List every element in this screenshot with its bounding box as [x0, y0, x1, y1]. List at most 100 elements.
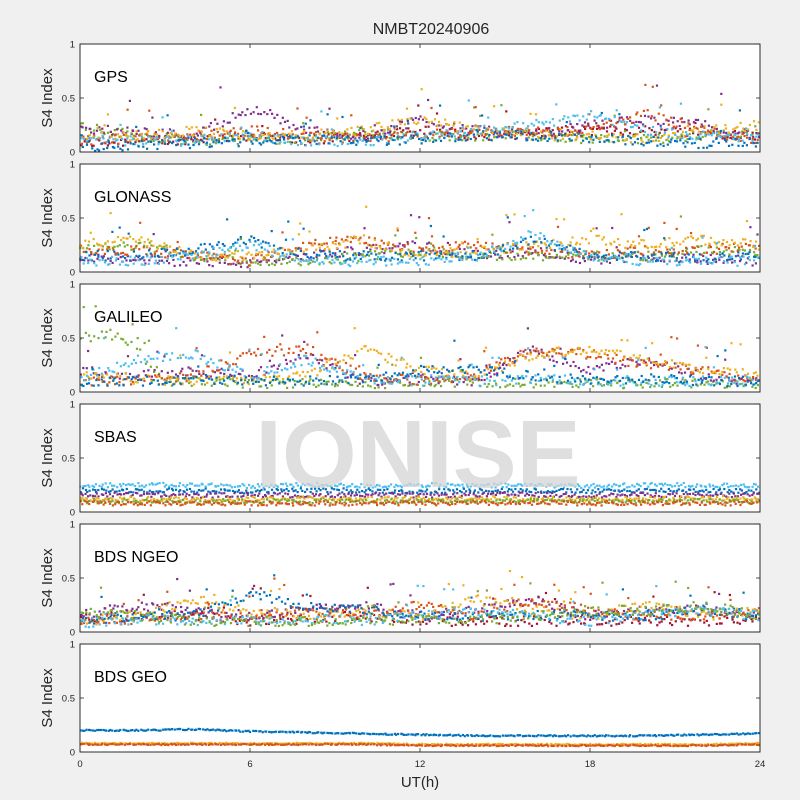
- data-point: [487, 116, 490, 119]
- data-point: [465, 251, 468, 254]
- data-point: [757, 134, 760, 137]
- data-point: [248, 238, 251, 241]
- data-point: [432, 244, 435, 247]
- data-point: [372, 243, 375, 247]
- data-point: [489, 255, 493, 258]
- data-point: [404, 375, 407, 378]
- data-point: [270, 134, 273, 138]
- data-point: [424, 376, 427, 379]
- data-point: [639, 257, 642, 260]
- data-point: [268, 139, 271, 142]
- data-point: [466, 138, 469, 141]
- data-point: [741, 139, 744, 142]
- data-point: [585, 118, 588, 121]
- data-point: [233, 375, 236, 378]
- data-point: [235, 377, 238, 380]
- data-point: [634, 245, 637, 248]
- data-point: [698, 253, 701, 256]
- data-point: [274, 137, 277, 140]
- data-point: [98, 126, 101, 129]
- data-point: [535, 132, 538, 135]
- data-point: [650, 245, 653, 248]
- data-point: [561, 256, 564, 259]
- data-point: [488, 371, 491, 374]
- data-point: [265, 371, 268, 374]
- data-point: [663, 133, 666, 136]
- data-point: [723, 376, 726, 379]
- data-point: [289, 252, 292, 255]
- data-point: [273, 142, 276, 145]
- data-point: [695, 239, 698, 242]
- data-point: [548, 246, 552, 249]
- data-point: [432, 134, 435, 137]
- data-point: [577, 386, 580, 389]
- data-point: [246, 108, 249, 111]
- data-point: [675, 257, 678, 260]
- data-point: [286, 368, 289, 371]
- data-point: [711, 132, 715, 135]
- data-point: [707, 246, 710, 249]
- data-point: [367, 384, 370, 387]
- data-point: [373, 387, 376, 390]
- data-point: [568, 137, 571, 140]
- data-point: [189, 259, 192, 262]
- data-point: [308, 382, 311, 385]
- data-point: [672, 248, 675, 251]
- data-point: [228, 250, 231, 253]
- data-point: [384, 249, 387, 252]
- data-point: [501, 371, 504, 374]
- data-point: [118, 226, 121, 229]
- data-point: [374, 377, 377, 380]
- data-point: [562, 134, 565, 137]
- data-point: [171, 255, 174, 258]
- data-point: [664, 238, 667, 241]
- data-point: [690, 232, 693, 235]
- data-point: [257, 129, 260, 132]
- data-point: [683, 134, 686, 137]
- data-point: [341, 132, 344, 135]
- data-point: [569, 381, 572, 384]
- data-point: [596, 116, 599, 119]
- data-point: [646, 109, 649, 112]
- data-point: [662, 144, 665, 147]
- data-point: [189, 252, 192, 255]
- data-point: [640, 359, 643, 362]
- data-point: [234, 363, 237, 366]
- data-point: [427, 365, 430, 368]
- data-point: [454, 128, 457, 131]
- data-point: [425, 118, 428, 121]
- data-point: [212, 370, 215, 373]
- data-point: [588, 345, 591, 349]
- data-point: [584, 127, 587, 130]
- data-point: [125, 133, 128, 136]
- data-point: [494, 368, 497, 371]
- data-point: [93, 262, 96, 265]
- data-point: [163, 139, 166, 142]
- data-point: [458, 378, 462, 381]
- data-point: [142, 377, 145, 380]
- data-point: [278, 142, 281, 145]
- data-point: [354, 376, 357, 379]
- data-point: [381, 138, 384, 141]
- data-point: [574, 248, 578, 251]
- data-point: [331, 258, 334, 262]
- data-point: [227, 256, 230, 259]
- data-point: [670, 367, 673, 370]
- data-point: [403, 244, 406, 247]
- data-point: [730, 250, 733, 253]
- data-point: [401, 136, 404, 139]
- data-point: [359, 373, 362, 376]
- data-point: [370, 376, 373, 380]
- data-point: [620, 120, 623, 123]
- data-point: [197, 143, 201, 146]
- data-point: [338, 360, 342, 363]
- data-point: [598, 352, 601, 355]
- data-point: [670, 252, 673, 255]
- data-point: [98, 139, 101, 142]
- data-point: [569, 122, 572, 126]
- data-point: [288, 380, 291, 383]
- data-point: [196, 252, 199, 255]
- data-point: [205, 141, 208, 144]
- data-point: [611, 349, 615, 352]
- data-point: [711, 252, 715, 255]
